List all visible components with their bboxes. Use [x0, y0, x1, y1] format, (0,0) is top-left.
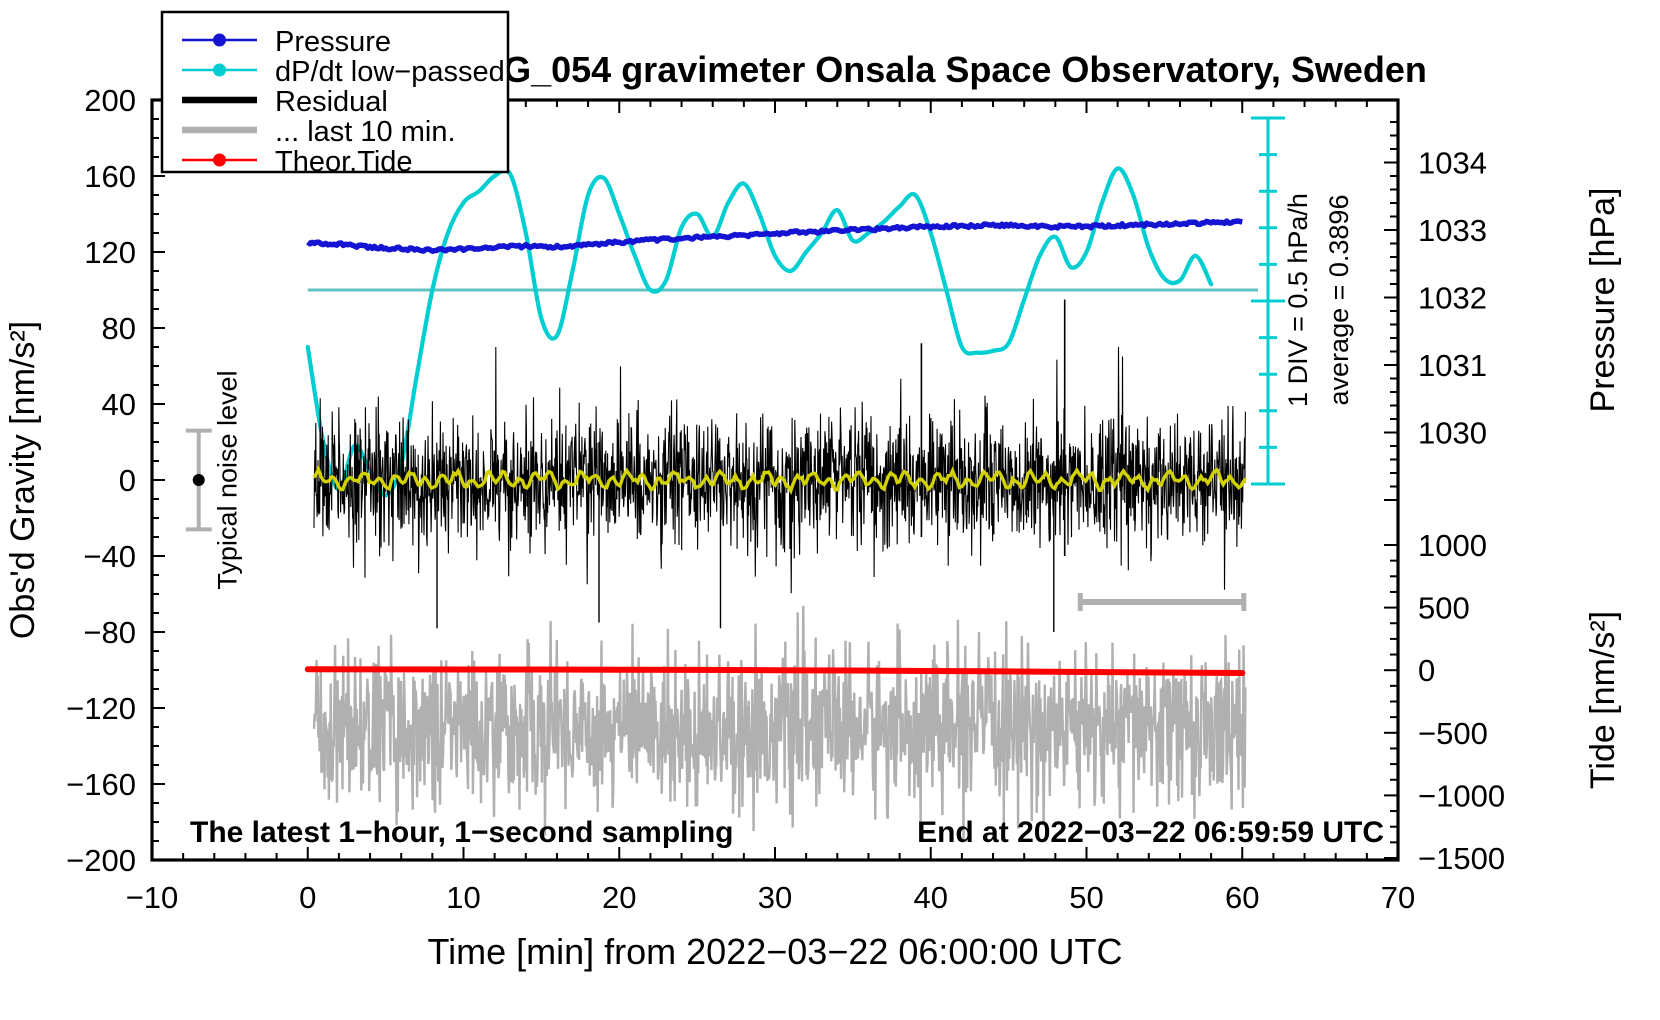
- residual-noise-trace: [313, 346, 1246, 594]
- y-left-tick-label: 160: [84, 159, 136, 194]
- noise-level-label: Typical noise level: [213, 370, 243, 589]
- pressure-tick-label: 1032: [1418, 281, 1487, 316]
- pressure-axis-title: Pressure [hPa]: [1584, 188, 1622, 413]
- x-tick-label: 50: [1069, 880, 1103, 915]
- legend-marker-5: [213, 153, 226, 167]
- legend-label-4: ... last 10 min.: [275, 116, 456, 148]
- x-tick-label: −10: [126, 880, 179, 915]
- tide-axis-title: Tide [nm/s²]: [1584, 611, 1622, 789]
- x-tick-label: 30: [758, 880, 792, 915]
- tide-tick-label: 1000: [1418, 528, 1487, 563]
- legend-label-2: dP/dt low−passed: [275, 56, 505, 88]
- tide-tick-label: 0: [1418, 653, 1435, 688]
- x-tick-label: 70: [1381, 880, 1415, 915]
- pressure-tick-label: 1033: [1418, 213, 1487, 248]
- legend-marker-2: [213, 63, 226, 77]
- legend-label-5: Theor.Tide: [275, 146, 413, 178]
- y-left-tick-label: −80: [83, 615, 136, 650]
- tide-tick-label: −500: [1418, 716, 1488, 751]
- x-tick-label: 20: [602, 880, 636, 915]
- pressure-curve: [306, 218, 1243, 254]
- y-left-tick-label: 0: [119, 463, 136, 498]
- tide-tick-label: 500: [1418, 591, 1470, 626]
- legend-label-3: Residual: [275, 86, 388, 118]
- legend-label-1: Pressure: [275, 26, 391, 58]
- pressure-tick-label: 1034: [1418, 146, 1487, 181]
- y-left-tick-label: 80: [102, 311, 136, 346]
- y-left-tick-label: −120: [66, 691, 136, 726]
- pressure-tick-label: 1031: [1418, 348, 1487, 383]
- theor-tide-curve: [304, 666, 1246, 676]
- x-tick-label: 0: [299, 880, 316, 915]
- y-left-tick-label: −200: [66, 843, 136, 878]
- noise-errorbar-point: [192, 474, 205, 486]
- chart-title: SCG_054 gravimeter Onsala Space Observat…: [453, 49, 1427, 90]
- y-left-tick-label: 200: [84, 83, 136, 118]
- smoothed-residual-trace: [312, 464, 1247, 495]
- y-left-tick-label: −40: [83, 539, 136, 574]
- y-left-tick-label: −160: [66, 767, 136, 802]
- x-tick-label: 40: [914, 880, 948, 915]
- dpdt-lowpassed-curve: [305, 166, 1214, 498]
- x-tick-label: 60: [1225, 880, 1259, 915]
- dpdt-div-label: 1 DIV = 0.5 hPa/h: [1283, 193, 1313, 407]
- x-tick-label: 10: [446, 880, 480, 915]
- y-left-axis-title: Obs'd Gravity [nm/s²]: [4, 321, 42, 639]
- dpdt-average-label: average = 0.3896: [1324, 195, 1354, 406]
- tide-tick-label: −1000: [1418, 778, 1505, 813]
- last-10-min-trace: [312, 605, 1247, 842]
- footer-left-note: The latest 1−hour, 1−second sampling: [190, 816, 734, 849]
- tide-tick-label: −1500: [1418, 841, 1505, 876]
- pressure-tick-label: 1030: [1418, 416, 1487, 451]
- x-axis-title: Time [min] from 2022−03−22 06:00:00 UTC: [427, 931, 1122, 972]
- legend-marker-1: [213, 33, 226, 47]
- footer-right-note: End at 2022−03−22 06:59:59 UTC: [917, 816, 1384, 849]
- y-left-tick-label: 120: [84, 235, 136, 270]
- y-left-tick-label: 40: [102, 387, 136, 422]
